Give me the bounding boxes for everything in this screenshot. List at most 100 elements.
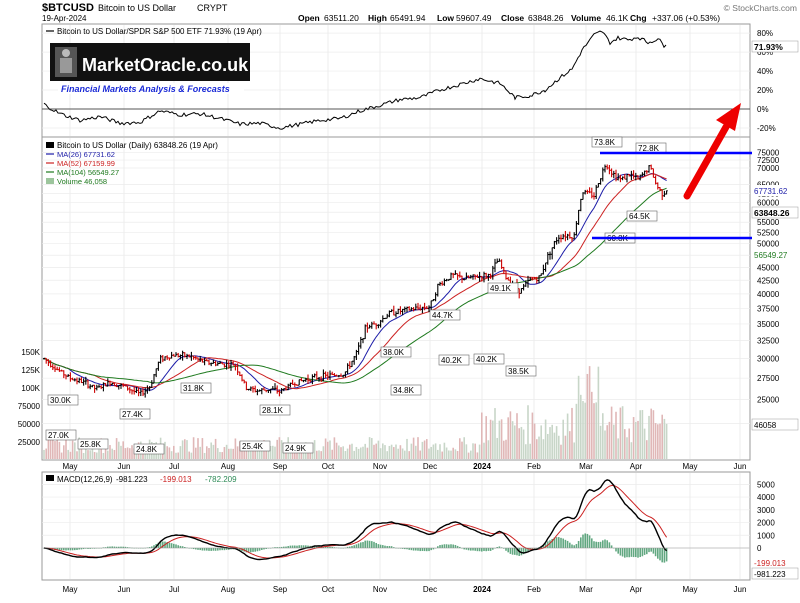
- volume-bar: [489, 419, 492, 459]
- price-tick-label: 60000: [757, 199, 780, 208]
- volume-bar: [450, 450, 452, 459]
- volume-bar: [49, 437, 52, 459]
- volume-bar: [445, 447, 448, 459]
- ohlc-bar: [630, 170, 633, 181]
- macd-tick-label: 1000: [757, 531, 775, 540]
- annotation-label: 49.1K: [490, 284, 512, 293]
- annotation-box: [438, 354, 470, 366]
- macd-histogram-bar: [635, 548, 637, 558]
- ohlc-bar: [575, 221, 578, 236]
- volume-bar: [146, 452, 149, 459]
- volume-bar: [320, 451, 322, 459]
- volume-bar: [547, 433, 549, 459]
- exchange: CRYPT: [197, 3, 228, 13]
- volume-bar: [267, 447, 270, 459]
- volume-bar: [393, 447, 395, 459]
- volume-bar: [302, 450, 305, 459]
- macd-histogram-bar: [588, 535, 591, 548]
- macd-histogram-bar: [357, 543, 360, 548]
- volume-bar: [599, 425, 602, 459]
- volume-bar: [584, 402, 586, 459]
- annotation-box: [591, 136, 623, 148]
- annotation-label: 30.0K: [50, 396, 72, 405]
- macd-histogram-bar: [93, 548, 96, 549]
- ohlc-bar: [663, 190, 666, 197]
- macd-tick-label: 0: [757, 544, 762, 553]
- macd-histogram-bar: [454, 544, 457, 548]
- annotation-label: 72.8K: [638, 144, 660, 153]
- macd-histogram-bar: [153, 545, 155, 548]
- volume-bar: [382, 443, 384, 459]
- ohlc-bar: [302, 379, 305, 383]
- volume-bar: [344, 451, 347, 459]
- ohlc-bar: [489, 273, 492, 279]
- macd-histogram-bar: [210, 548, 212, 551]
- up-arrow-icon: [683, 103, 741, 200]
- macd-histogram-bar: [527, 548, 529, 552]
- macd-histogram-bar: [278, 547, 281, 548]
- volume-bar: [626, 437, 628, 459]
- macd-histogram-bar: [250, 548, 252, 553]
- logo-brand: MarketOracle.co.uk: [82, 55, 249, 75]
- macd-histogram-bar: [630, 548, 633, 557]
- month-label-price: Jun: [118, 462, 131, 471]
- macd-histogram-bar: [212, 548, 215, 551]
- macd-histogram-bar: [379, 544, 382, 548]
- annotation-box: [390, 384, 422, 396]
- macd-histogram-bar: [478, 548, 481, 552]
- volume-bar: [481, 412, 483, 459]
- annotation-box: [505, 365, 537, 377]
- month-label-price: Feb: [527, 462, 541, 471]
- volume-bar: [120, 445, 122, 459]
- volume-bar: [377, 440, 380, 459]
- volume-bar: [643, 428, 646, 459]
- annotation-box: [180, 382, 212, 394]
- macd-histogram-bar: [417, 548, 419, 551]
- volume-bar: [388, 445, 391, 459]
- macd-histogram-bar: [423, 548, 426, 552]
- macd-histogram-bar: [67, 548, 69, 551]
- volume-bar: [494, 408, 496, 459]
- volume-bar: [410, 443, 413, 459]
- macd-histogram-bar: [274, 547, 276, 548]
- macd-panel: [41, 471, 751, 581]
- macd-histogram-bar: [324, 546, 327, 548]
- ratio-tick-label: 80%: [757, 29, 773, 38]
- volume-bar: [452, 447, 454, 459]
- macd-histogram-bar: [560, 537, 562, 548]
- macd-histogram-bar: [551, 538, 553, 548]
- volume-bar: [487, 440, 490, 459]
- volume-bar: [93, 452, 96, 459]
- macd-histogram-bar: [206, 548, 208, 551]
- macd-histogram-bar: [217, 548, 219, 551]
- volume-bar: [349, 444, 351, 459]
- volume-bar: [221, 452, 223, 459]
- macd-histogram-bar: [247, 548, 250, 553]
- month-label-price: May: [682, 462, 697, 471]
- symbol: $BTCUSD: [42, 2, 94, 14]
- macd-histogram-bar: [76, 548, 78, 550]
- price-legend: Bitcoin to US Dollar (Daily) 63848.26 (1…: [46, 141, 218, 186]
- volume-bar: [192, 437, 195, 459]
- month-label-price: 2024: [473, 462, 491, 471]
- macd-histogram-bar: [659, 548, 661, 561]
- month-label-price: Jul: [169, 462, 179, 471]
- macd-histogram-bar: [263, 548, 265, 550]
- price-legend-main: Bitcoin to US Dollar (Daily) 63848.26 (1…: [57, 141, 218, 150]
- ma104-badge: 56549.27: [752, 249, 798, 260]
- volume-bar: [69, 451, 72, 459]
- macd-histogram-bar: [252, 548, 254, 552]
- volume-bar: [496, 437, 498, 459]
- macd-histogram-bar: [102, 547, 105, 548]
- month-label-macd: Sep: [273, 585, 288, 594]
- volume-bar: [608, 421, 611, 459]
- macd-histogram-bar: [599, 541, 602, 548]
- volume-bar: [540, 425, 542, 459]
- volume-bar: [577, 375, 580, 459]
- volume-bar: [214, 438, 217, 459]
- ohlc-bar: [478, 271, 481, 282]
- price-legend-swatch: [46, 142, 54, 148]
- volume-value: 46.1K: [606, 13, 629, 23]
- volume-tick-label: 75000: [18, 402, 41, 411]
- marketoracle-logo: MarketOracle.co.uk Financial Markets Ana…: [50, 43, 250, 94]
